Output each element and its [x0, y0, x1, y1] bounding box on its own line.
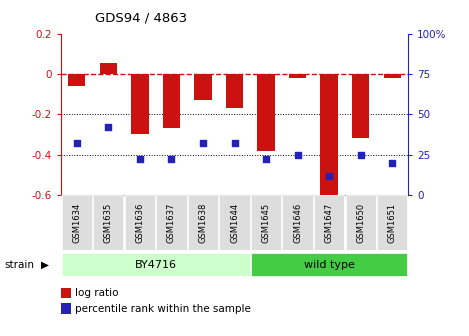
Point	[231, 140, 238, 146]
FancyBboxPatch shape	[251, 253, 408, 277]
FancyBboxPatch shape	[282, 196, 313, 250]
FancyBboxPatch shape	[61, 196, 92, 250]
Bar	[226, 74, 243, 108]
Point	[388, 160, 396, 165]
FancyBboxPatch shape	[188, 196, 218, 250]
Text: percentile rank within the sample: percentile rank within the sample	[75, 304, 251, 314]
Bar	[194, 74, 212, 100]
FancyBboxPatch shape	[125, 196, 155, 250]
Text: GSM1638: GSM1638	[198, 202, 207, 243]
Text: BY4716: BY4716	[135, 260, 177, 269]
Bar	[257, 74, 275, 151]
Text: GSM1637: GSM1637	[167, 202, 176, 243]
Text: GSM1636: GSM1636	[136, 202, 144, 243]
Bar	[384, 74, 401, 78]
Bar	[99, 63, 117, 74]
Point	[167, 157, 175, 162]
Bar	[352, 74, 370, 138]
FancyBboxPatch shape	[346, 196, 376, 250]
Point	[136, 157, 144, 162]
Text: ▶: ▶	[41, 260, 49, 270]
Text: GDS94 / 4863: GDS94 / 4863	[95, 12, 187, 25]
Bar	[131, 74, 149, 134]
FancyBboxPatch shape	[61, 253, 250, 277]
FancyBboxPatch shape	[93, 196, 123, 250]
Text: GSM1634: GSM1634	[72, 203, 81, 243]
FancyBboxPatch shape	[219, 196, 250, 250]
FancyBboxPatch shape	[314, 196, 344, 250]
Point	[357, 152, 364, 157]
Text: strain: strain	[5, 260, 35, 270]
Text: wild type: wild type	[304, 260, 355, 269]
Bar	[68, 74, 85, 86]
Text: log ratio: log ratio	[75, 288, 119, 298]
Point	[199, 140, 207, 146]
Point	[105, 124, 112, 130]
Bar	[289, 74, 306, 78]
Text: GSM1651: GSM1651	[388, 203, 397, 243]
Point	[325, 173, 333, 178]
Bar	[163, 74, 180, 128]
Text: GSM1645: GSM1645	[262, 203, 271, 243]
Text: GSM1650: GSM1650	[356, 203, 365, 243]
Text: GSM1647: GSM1647	[325, 203, 333, 243]
Point	[294, 152, 302, 157]
FancyBboxPatch shape	[251, 196, 281, 250]
Text: GSM1646: GSM1646	[293, 203, 302, 243]
Point	[262, 157, 270, 162]
FancyBboxPatch shape	[156, 196, 187, 250]
Bar	[320, 74, 338, 201]
Text: GSM1644: GSM1644	[230, 203, 239, 243]
Point	[73, 140, 81, 146]
FancyBboxPatch shape	[377, 196, 408, 250]
Text: GSM1635: GSM1635	[104, 203, 113, 243]
